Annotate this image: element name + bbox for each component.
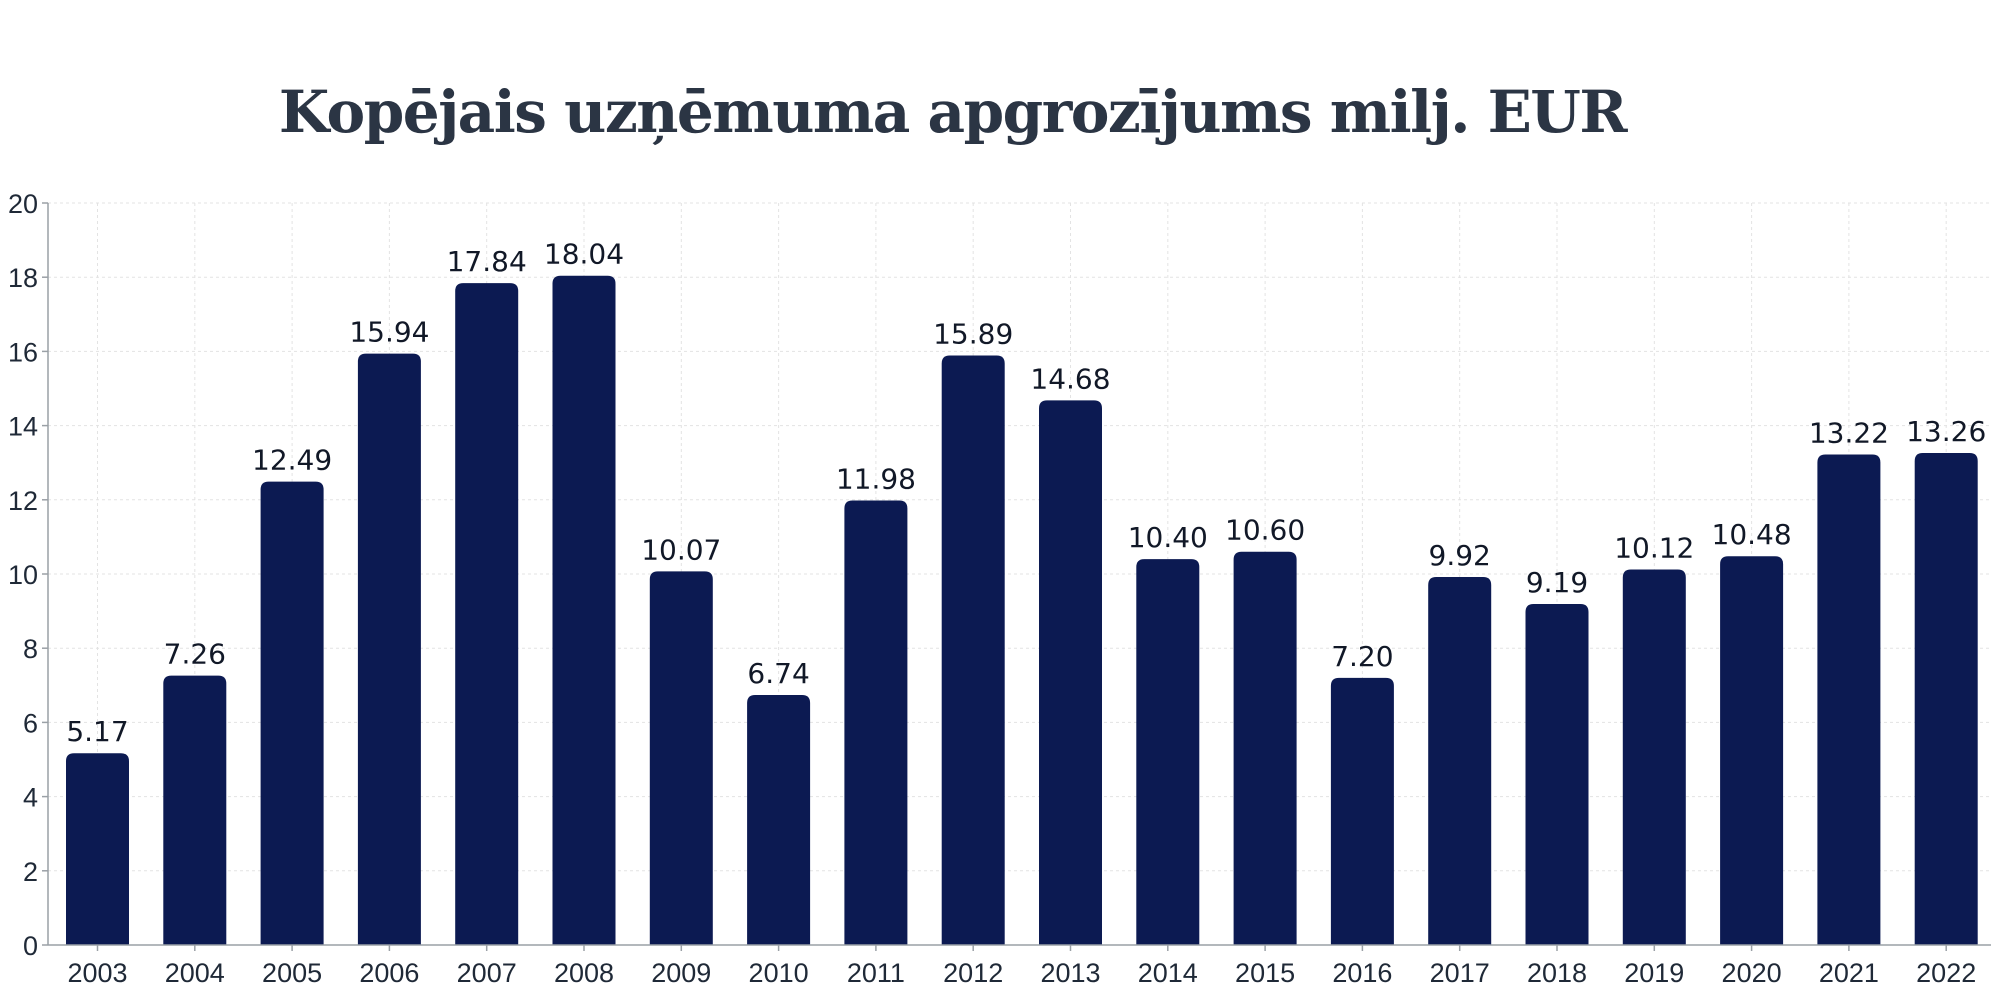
bar-2014 — [1136, 559, 1200, 945]
x-tick-label: 2013 — [1040, 958, 1100, 988]
chart-title: Kopējais uzņēmuma apgrozījums milj. EUR — [278, 78, 1628, 146]
bar-2022 — [1914, 453, 1978, 945]
bar-2007 — [455, 283, 519, 945]
grid-lines — [48, 202, 1991, 945]
data-label: 18.04 — [544, 238, 624, 271]
x-tick-label: 2011 — [847, 958, 905, 988]
bars — [66, 275, 1978, 946]
bar-2012 — [941, 355, 1005, 946]
y-tick-label: 18 — [8, 263, 38, 293]
x-tick-label: 2015 — [1235, 958, 1295, 988]
labels: 0 2 4 6 8 10 12 14 16 18 20 5.17 2003 7.26 2004 12.49 20… — [8, 189, 1986, 988]
axes — [42, 202, 1991, 951]
data-label: 10.07 — [641, 533, 721, 566]
x-tick-label: 2014 — [1138, 958, 1198, 988]
bar-2003 — [66, 753, 129, 945]
data-label: 10.12 — [1614, 532, 1694, 565]
x-tick-label: 2004 — [165, 958, 225, 988]
bar-2008 — [552, 275, 616, 945]
x-tick-label: 2005 — [262, 958, 322, 988]
data-label: 13.22 — [1809, 417, 1889, 450]
y-tick-label: 12 — [8, 486, 38, 516]
x-tick-label: 2008 — [554, 958, 614, 988]
data-label: 7.26 — [164, 638, 226, 671]
y-tick-label: 8 — [23, 634, 38, 664]
data-label: 10.60 — [1225, 514, 1305, 547]
y-tick-label: 2 — [23, 857, 38, 887]
x-tick-label: 2016 — [1332, 958, 1392, 988]
bar-2018 — [1525, 604, 1589, 945]
x-tick-label: 2006 — [359, 958, 419, 988]
bar-2010 — [747, 694, 811, 945]
bar-2017 — [1428, 576, 1492, 945]
x-tick-label: 2003 — [67, 958, 127, 988]
data-label: 9.92 — [1429, 539, 1491, 572]
x-tick-label: 2020 — [1722, 958, 1782, 988]
x-tick-label: 2022 — [1916, 958, 1976, 988]
x-tick-label: 2018 — [1527, 958, 1587, 988]
bar-2019 — [1622, 569, 1686, 945]
x-tick-label: 2009 — [651, 958, 711, 988]
data-label: 15.89 — [933, 317, 1013, 350]
y-tick-label: 16 — [8, 337, 38, 367]
x-tick-label: 2010 — [749, 958, 809, 988]
bar-2013 — [1039, 400, 1102, 945]
data-label: 10.40 — [1128, 521, 1208, 554]
data-label: 5.17 — [66, 715, 128, 748]
bar-2006 — [357, 353, 421, 946]
y-tick-label: 0 — [23, 931, 38, 961]
bar-2005 — [260, 481, 324, 945]
bar-2021 — [1817, 454, 1881, 945]
y-tick-label: 10 — [8, 560, 38, 590]
data-label: 13.26 — [1906, 415, 1986, 448]
y-tick-label: 20 — [8, 189, 38, 219]
bar-2016 — [1330, 677, 1394, 945]
x-tick-label: 2017 — [1430, 958, 1490, 988]
bar-2015 — [1233, 551, 1297, 945]
bar-2020 — [1720, 556, 1784, 945]
x-tick-label: 2021 — [1819, 958, 1879, 988]
data-label: 14.68 — [1030, 362, 1110, 395]
data-label: 9.19 — [1526, 566, 1588, 599]
x-tick-label: 2019 — [1624, 958, 1684, 988]
data-label: 15.94 — [349, 316, 429, 349]
x-tick-label: 2012 — [943, 958, 1003, 988]
y-tick-label: 14 — [8, 412, 38, 442]
data-label: 10.48 — [1712, 518, 1792, 551]
data-label: 12.49 — [252, 444, 332, 477]
y-tick-label: 4 — [23, 783, 38, 813]
data-label: 7.20 — [1331, 640, 1393, 673]
bar-2011 — [844, 500, 908, 945]
y-tick-label: 6 — [23, 708, 38, 738]
data-label: 17.84 — [447, 245, 527, 278]
data-label: 6.74 — [747, 657, 809, 690]
bar-2004 — [163, 675, 227, 945]
data-label: 11.98 — [836, 463, 916, 496]
x-tick-label: 2007 — [457, 958, 517, 988]
bar-2009 — [649, 571, 713, 945]
